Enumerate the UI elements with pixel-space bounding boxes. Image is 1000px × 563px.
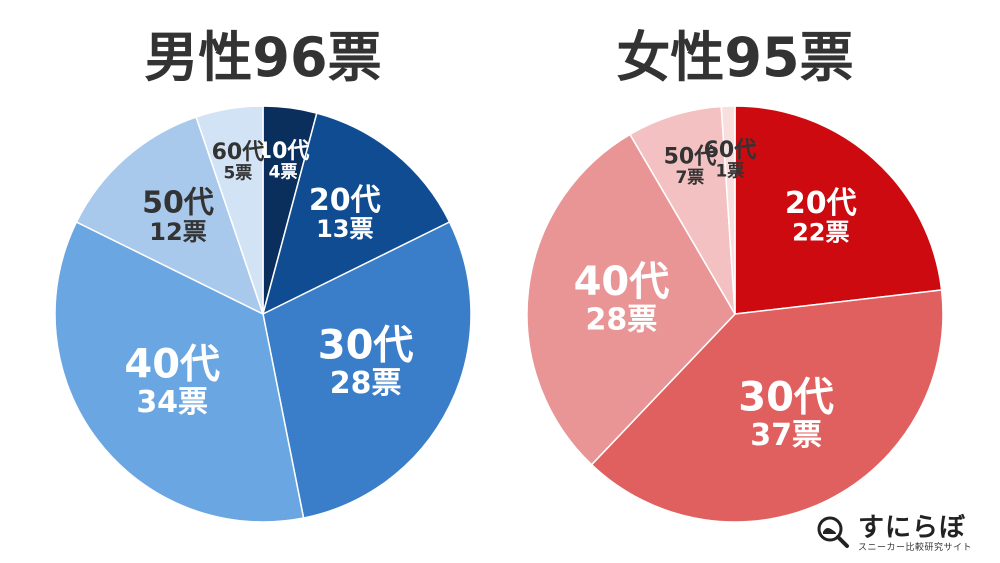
slice-value-label-male-3: 34票 [136,385,208,420]
slice-value-label-male-4: 12票 [149,218,206,246]
pie-slice-male-3 [54,220,305,523]
pie-slice-female-0 [734,105,943,315]
pie-slice-male-2 [262,220,472,519]
slice-value-label-female-2: 28票 [586,302,658,337]
pie-slice-female-2 [526,133,736,466]
slice-value-label-female-4: 1票 [715,161,744,181]
slice-age-label-female-3: 50代 [664,145,717,170]
slice-value-label-male-5: 5票 [223,163,252,183]
slice-value-label-female-1: 37票 [750,418,822,453]
slice-value-label-female-0: 22票 [792,219,849,247]
slice-age-label-male-4: 50代 [142,186,214,221]
slice-age-label-female-2: 40代 [574,259,670,305]
magnifier-sneaker-icon [817,516,849,548]
pie-slice-female-3 [628,105,736,315]
pie-slice-male-4 [75,116,265,316]
pie-slice-female-4 [720,105,736,315]
slice-age-label-male-5: 60代 [212,140,265,165]
slice-age-label-male-1: 20代 [309,183,381,218]
logo-tagline: スニーカー比較研究サイト [858,543,973,553]
slice-value-label-male-0: 4票 [269,163,298,183]
slice-value-label-female-3: 7票 [675,168,704,188]
logo-name: すにらぼ [858,513,967,543]
site-logo: すにらぼ スニーカー比較研究サイト [816,507,986,555]
slice-age-label-male-0: 10代 [257,139,310,164]
slice-value-label-male-1: 13票 [316,215,373,243]
pie-title-male: 男性96票 [144,26,381,89]
slice-age-label-female-4: 60代 [704,138,757,163]
pie-slice-female-1 [590,289,944,523]
slice-age-label-male-2: 30代 [318,323,414,369]
slice-value-label-male-2: 28票 [330,366,402,401]
pie-slice-male-5 [195,105,264,315]
slice-age-label-male-3: 40代 [124,342,220,388]
slice-age-label-female-0: 20代 [785,186,857,221]
pie-slice-male-1 [261,112,451,316]
slice-age-label-female-1: 30代 [738,374,834,420]
pie-title-female: 女性95票 [616,26,853,89]
